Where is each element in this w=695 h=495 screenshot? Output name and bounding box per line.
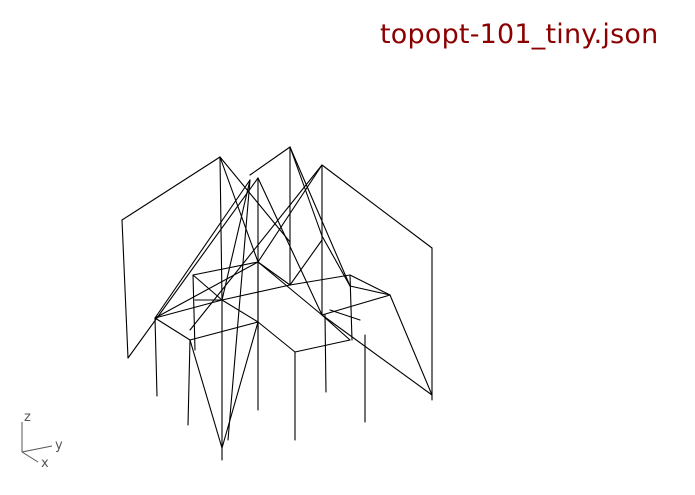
truss-member: [289, 146, 323, 237]
y-axis-line: [21, 445, 53, 453]
truss-members: [121, 146, 433, 461]
truss-member: [257, 177, 323, 316]
truss-member: [257, 164, 323, 263]
truss-member: [289, 274, 351, 286]
axes-gizmo: [21, 422, 53, 463]
truss-member: [192, 274, 196, 351]
truss-member: [349, 285, 391, 296]
truss-member: [192, 261, 259, 276]
y-axis-label: y: [55, 438, 63, 453]
truss-member: [189, 164, 323, 331]
truss-member: [289, 146, 351, 287]
truss-member: [121, 156, 221, 221]
truss-member: [192, 274, 223, 301]
truss-member: [189, 339, 223, 449]
file-title: topopt-101_tiny.json: [380, 19, 659, 50]
truss-member: [321, 314, 433, 396]
truss-member: [349, 274, 353, 341]
z-axis-label: z: [24, 410, 31, 425]
truss-member: [221, 284, 291, 301]
truss-member: [154, 179, 251, 319]
truss-member: [321, 164, 433, 249]
truss-member: [257, 321, 296, 353]
truss-member: [154, 317, 158, 397]
truss-member: [349, 274, 391, 296]
truss-member: [189, 321, 259, 341]
truss-member: [321, 235, 351, 287]
truss-member: [187, 339, 191, 426]
truss-member: [154, 317, 191, 341]
truss-member: [324, 314, 327, 393]
truss-member: [321, 314, 351, 341]
truss-member: [389, 294, 433, 396]
truss-member: [294, 339, 351, 353]
truss-member: [127, 177, 259, 359]
truss-member: [257, 261, 323, 316]
truss-member: [249, 146, 291, 176]
truss-member: [321, 294, 391, 316]
truss-member: [329, 309, 361, 321]
truss-member: [219, 156, 291, 243]
truss-member: [154, 299, 223, 319]
truss-member: [221, 179, 251, 301]
truss-member: [221, 299, 259, 323]
x-axis-line: [21, 451, 39, 463]
truss-member: [154, 261, 259, 319]
truss-member: [121, 219, 129, 359]
truss-member: [221, 321, 259, 449]
x-axis-label: x: [41, 456, 49, 471]
truss-member: [219, 156, 259, 263]
truss-member: [289, 239, 323, 286]
